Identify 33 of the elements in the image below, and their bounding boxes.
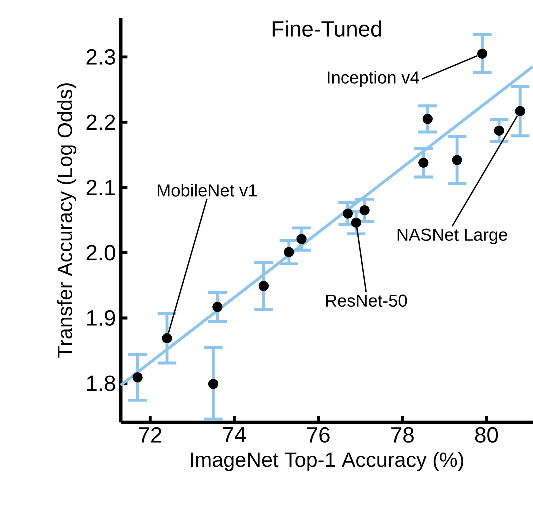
point: [351, 218, 362, 228]
y-axis-title: Transfer Accuracy (Log Odds): [57, 84, 77, 358]
point: [494, 126, 504, 136]
point: [477, 48, 488, 59]
annotation: NASNet Large: [398, 228, 508, 245]
y-tick-label: 2.2: [86, 114, 116, 130]
point: [296, 234, 307, 244]
point: [422, 114, 433, 124]
x-tick-label: 80: [475, 427, 498, 443]
point: [452, 155, 462, 166]
x-tick-label: 74: [223, 427, 246, 442]
chart-title: Fine-Tuned: [272, 20, 382, 37]
annotation: ResNet-50: [326, 294, 408, 308]
point: [258, 281, 269, 292]
point: [212, 302, 223, 312]
x-tick-label: 76: [307, 427, 330, 443]
point: [162, 333, 172, 344]
point: [342, 208, 354, 219]
point: [208, 379, 219, 390]
y-tick-label: 2.1: [86, 180, 116, 196]
point: [360, 205, 370, 216]
point: [132, 372, 143, 383]
x-tick-label: 78: [392, 427, 414, 443]
annotation: MobileNet v1: [158, 184, 257, 197]
y-tick-label: 1.8: [87, 376, 116, 392]
point: [418, 158, 429, 168]
annotation: Inception v4: [328, 71, 420, 88]
y-tick-label: 1.9: [87, 310, 116, 326]
point: [284, 247, 294, 258]
y-tick-label: 2.3: [86, 49, 116, 65]
y-tick-label: 2.0: [86, 245, 116, 261]
x-tick-label: 72: [139, 427, 162, 443]
x-axis-title: ImageNet Top-1 Accuracy (%): [191, 452, 464, 472]
